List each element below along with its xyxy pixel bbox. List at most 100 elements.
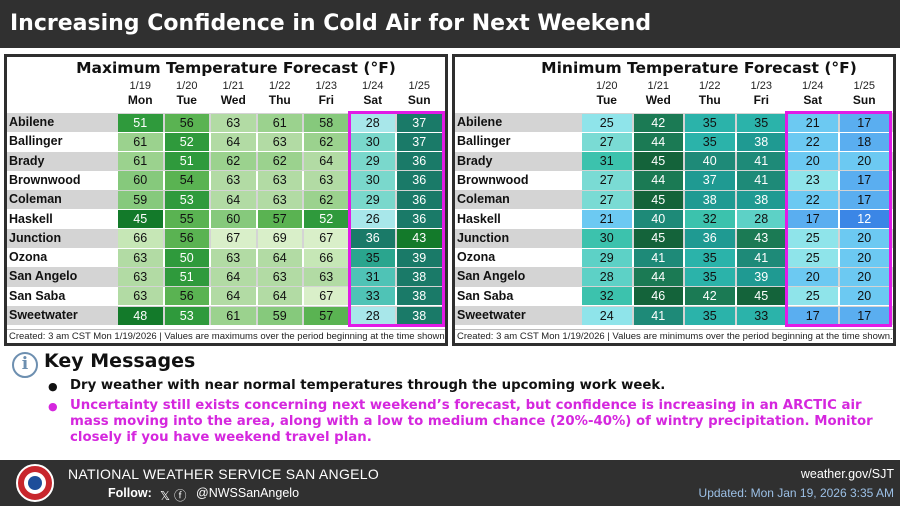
- temperature-cell: 67: [304, 287, 349, 306]
- temperature-cell: 66: [304, 248, 349, 267]
- city-name: Brownwood: [457, 172, 529, 187]
- temperature-cell: 44: [633, 171, 683, 190]
- header-date: 1/23: [750, 80, 772, 92]
- temperature-cell: 50: [164, 248, 209, 267]
- temperature-cell: 46: [633, 287, 683, 306]
- temperature-cell: 42: [685, 287, 735, 306]
- temperature-cell: 61: [118, 152, 163, 171]
- header-weekday: Tue: [176, 93, 197, 107]
- column-header: 1/21 Wed: [633, 79, 685, 111]
- temperature-cell: 30: [350, 171, 395, 190]
- table-row: Brady 31 45 40 41 20 20: [455, 151, 893, 171]
- city-name: San Angelo: [457, 269, 526, 284]
- temperature-cell: 66: [118, 229, 163, 248]
- column-header: 1/25 Sun: [396, 79, 443, 111]
- header-date: 1/24: [362, 80, 384, 92]
- max-table-footnote: Created: 3 am CST Mon 1/19/2026 | Values…: [7, 329, 445, 343]
- column-header: 1/24 Sat: [350, 79, 397, 111]
- temperature-cell: 35: [736, 113, 786, 132]
- follow-label: Follow:: [108, 486, 152, 500]
- temperature-cell: 56: [164, 287, 209, 306]
- city-name: Brady: [9, 153, 45, 168]
- temperature-cell: 56: [164, 229, 209, 248]
- header-date: 1/22: [699, 80, 721, 92]
- city-name: Ballinger: [9, 134, 63, 149]
- temperature-cell: 17: [839, 113, 889, 132]
- temperature-cell: 25: [582, 113, 632, 132]
- key-messages-heading: Key Messages: [44, 350, 196, 372]
- table-row: Brady 61 51 62 62 64 29 36: [7, 151, 445, 171]
- table-row: San Saba 63 56 64 64 67 33 38: [7, 287, 445, 306]
- website-link[interactable]: weather.gov/SJT: [800, 467, 894, 481]
- city-name: Coleman: [457, 192, 510, 207]
- temperature-cell: 39: [736, 267, 786, 287]
- header-weekday: Sat: [363, 93, 383, 107]
- temperature-cell: 60: [211, 210, 256, 229]
- temperature-cell: 35: [685, 267, 735, 287]
- header-date: 1/22: [269, 80, 291, 92]
- social-handle[interactable]: @NWSSanAngelo: [196, 486, 300, 500]
- header-date: 1/20: [596, 80, 618, 92]
- column-header: 1/21 Wed: [210, 79, 257, 111]
- temperature-cell: 35: [685, 248, 735, 267]
- temperature-cell: 59: [257, 306, 302, 325]
- min-temp-panel: Minimum Temperature Forecast (°F) Create…: [452, 54, 896, 346]
- temperature-cell: 21: [788, 113, 838, 132]
- city-name: Abilene: [9, 115, 55, 129]
- temperature-cell: 61: [211, 306, 256, 325]
- city-name: Haskell: [9, 211, 53, 226]
- temperature-cell: 45: [633, 152, 683, 171]
- temperature-cell: 63: [257, 190, 302, 209]
- table-row: Junction 66 56 67 69 67 36 43: [7, 228, 445, 249]
- temperature-cell: 51: [164, 267, 209, 287]
- weekend-highlight-box: [785, 111, 892, 328]
- temperature-cell: 51: [118, 113, 163, 132]
- temperature-cell: 38: [397, 287, 442, 306]
- temperature-cell: 43: [397, 229, 442, 248]
- temperature-cell: 62: [304, 132, 349, 152]
- temperature-cell: 55: [164, 210, 209, 229]
- temperature-cell: 64: [304, 152, 349, 171]
- column-header: 1/20 Tue: [581, 79, 633, 111]
- city-name: Ozona: [9, 250, 48, 265]
- column-header: 1/22 Thu: [257, 79, 304, 111]
- key-message-2: Uncertainty still exists concerning next…: [70, 398, 873, 445]
- temperature-cell: 52: [164, 132, 209, 152]
- temperature-cell: 31: [350, 267, 395, 287]
- temperature-cell: 30: [582, 229, 632, 248]
- header-weekday: Wed: [220, 93, 246, 107]
- temperature-cell: 64: [257, 248, 302, 267]
- table-row: Ozona 29 41 35 41 25 20: [455, 248, 893, 267]
- temperature-cell: 42: [633, 113, 683, 132]
- info-icon: i: [12, 352, 38, 378]
- temperature-cell: 58: [304, 113, 349, 132]
- footer: NATIONAL WEATHER SERVICE SAN ANGELO Foll…: [0, 460, 900, 506]
- temperature-cell: 40: [633, 210, 683, 229]
- temperature-cell: 63: [118, 287, 163, 306]
- temperature-cell: 33: [736, 306, 786, 325]
- column-header: 1/20 Tue: [164, 79, 211, 111]
- temperature-cell: 53: [164, 190, 209, 209]
- temperature-cell: 44: [633, 132, 683, 152]
- temperature-cell: 43: [736, 229, 786, 248]
- office-name: NATIONAL WEATHER SERVICE SAN ANGELO: [68, 466, 380, 482]
- temperature-cell: 12: [839, 210, 889, 229]
- temperature-cell: 38: [736, 190, 786, 209]
- temperature-cell: 67: [304, 229, 349, 248]
- temperature-cell: 20: [788, 267, 838, 287]
- table-row: Ozona 63 50 63 64 66 35 39: [7, 248, 445, 267]
- table-row: San Angelo 63 51 64 63 63 31 38: [7, 267, 445, 287]
- temperature-cell: 57: [304, 306, 349, 325]
- temperature-cell: 20: [839, 267, 889, 287]
- temperature-cell: 48: [118, 306, 163, 325]
- social-icons[interactable]: 𝕏 ⓕ: [160, 488, 187, 503]
- temperature-cell: 41: [633, 248, 683, 267]
- temperature-cell: 59: [118, 190, 163, 209]
- temperature-cell: 64: [211, 132, 256, 152]
- temperature-cell: 27: [582, 190, 632, 209]
- temperature-cell: 62: [211, 152, 256, 171]
- city-name: Ballinger: [457, 134, 511, 149]
- temperature-cell: 33: [350, 287, 395, 306]
- table-row: Brownwood 27 44 37 41 23 17: [455, 171, 893, 190]
- temperature-cell: 36: [397, 152, 442, 171]
